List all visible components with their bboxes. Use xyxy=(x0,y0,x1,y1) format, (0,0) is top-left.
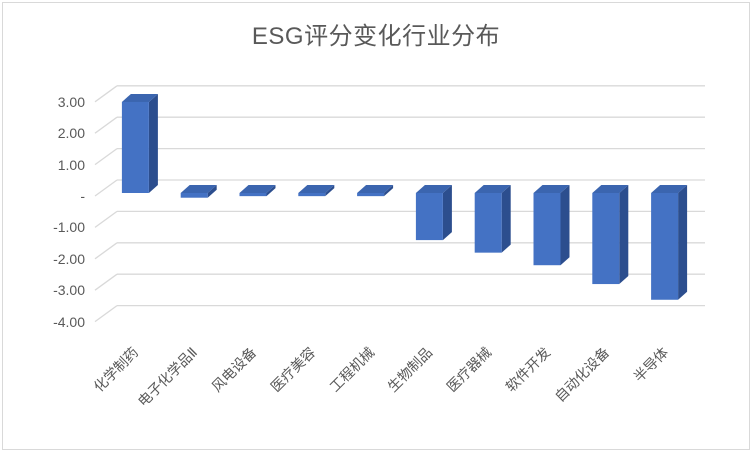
y-axis-tick-label: 2.00 xyxy=(57,125,85,142)
bar-side-face xyxy=(678,185,688,300)
axis-depth-tick xyxy=(94,210,118,228)
bar-front-face xyxy=(592,193,620,285)
bar-top-face xyxy=(180,185,217,193)
y-axis-tick-label: -1.00 xyxy=(53,219,85,236)
axis-depth-tick xyxy=(94,273,118,291)
axis-depth-tick xyxy=(94,179,118,197)
axis-depth-tick xyxy=(94,148,118,166)
bar-side-face xyxy=(619,185,629,285)
bar-front-face xyxy=(298,193,326,197)
bar-front-face xyxy=(533,193,561,266)
y-axis-tick-label: 3.00 xyxy=(57,93,85,110)
bar-top-face xyxy=(651,185,688,193)
bar-side-face xyxy=(266,185,276,197)
bar-front-face xyxy=(651,193,679,300)
y-axis-tick-label: - xyxy=(80,188,85,204)
y-axis-tick-label: -2.00 xyxy=(53,250,85,267)
axis-depth-tick xyxy=(94,116,118,134)
bar-top-face xyxy=(533,185,570,193)
bar-front-face xyxy=(239,193,267,197)
bar-top-face xyxy=(474,185,511,193)
bar-top-face xyxy=(239,185,276,193)
bar-front-face xyxy=(474,193,502,253)
bar-side-face xyxy=(207,185,217,198)
bar-top-face xyxy=(357,185,394,193)
bar-top-face xyxy=(121,93,158,102)
axis-depth-tick xyxy=(94,305,118,323)
axis-depth-tick xyxy=(94,85,118,103)
bar-top-face xyxy=(298,185,335,193)
bar-top-face xyxy=(415,185,452,193)
y-axis-tick-label: 1.00 xyxy=(57,156,85,173)
bar-side-face xyxy=(384,185,394,197)
bar-side-face xyxy=(501,185,511,253)
axis-depth-tick xyxy=(94,242,118,260)
bar-front-face xyxy=(121,101,149,193)
bar-top-face xyxy=(592,185,629,193)
bar-side-face xyxy=(442,185,452,241)
chart-title: ESG评分变化行业分布 xyxy=(251,23,501,50)
bar-front-face xyxy=(180,193,208,198)
bar-front-face xyxy=(415,193,443,241)
bar-side-face xyxy=(148,93,158,193)
bar-front-face xyxy=(357,193,385,197)
bar-side-face xyxy=(325,185,335,197)
bar-side-face xyxy=(560,185,570,266)
y-axis-tick-label: -3.00 xyxy=(53,282,85,299)
y-axis-tick-label: -4.00 xyxy=(53,313,85,330)
